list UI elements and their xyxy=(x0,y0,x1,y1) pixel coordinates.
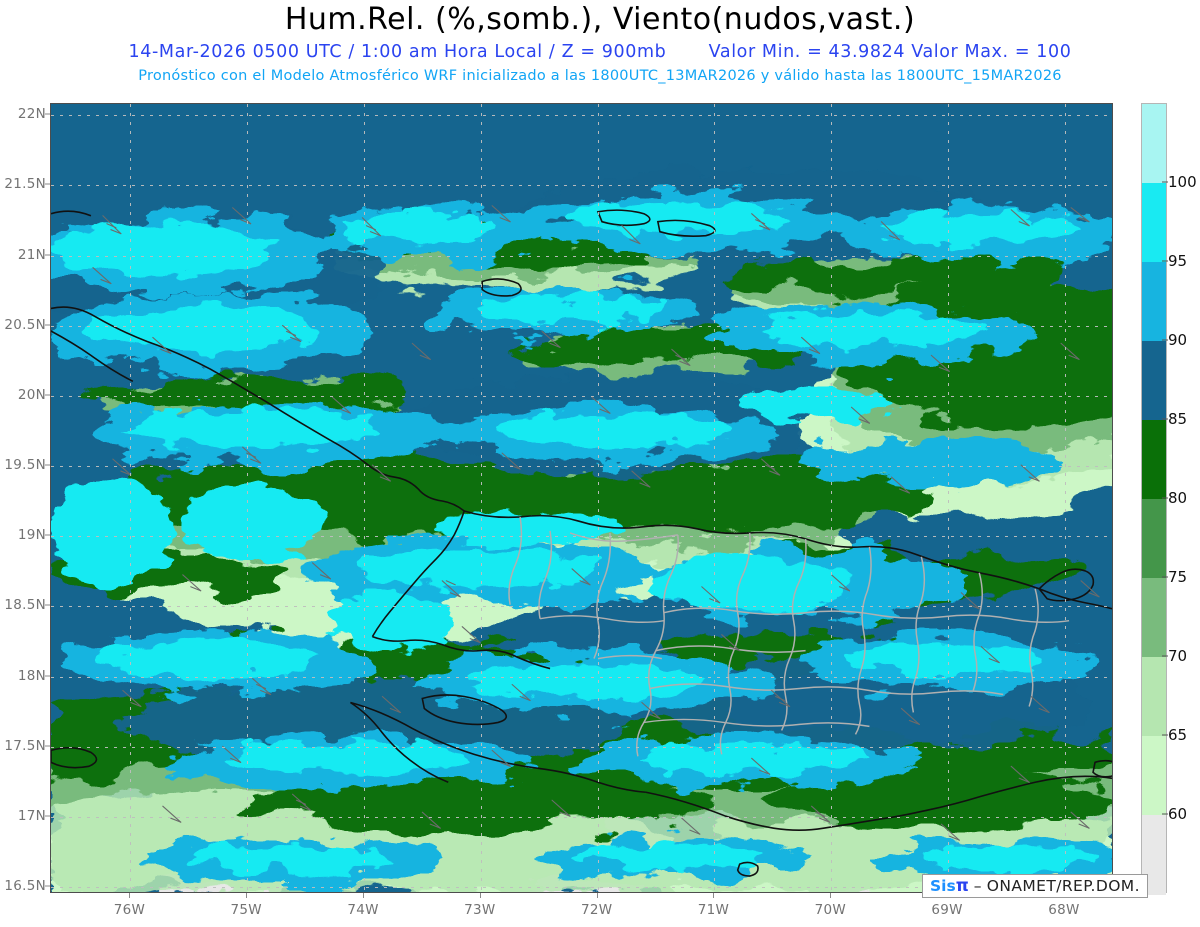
latitude-axis: 22N 21.5N 21N 20.5N 20N 19.5N 19N 18.5N 18N 17.5N… xyxy=(0,103,50,894)
colorbar-tick xyxy=(1162,339,1168,341)
humidity-colorbar[interactable] xyxy=(1141,103,1167,895)
colorbar-tick xyxy=(1162,813,1168,815)
colorbar-tick xyxy=(1162,576,1168,578)
colorbar-band xyxy=(1142,262,1166,342)
colorbar-band xyxy=(1142,341,1166,421)
latitude-tick xyxy=(45,885,50,887)
latitude-label: 21N xyxy=(17,246,46,263)
colorbar-band xyxy=(1142,104,1166,184)
latitude-label: 20N xyxy=(17,386,46,403)
latitude-tick xyxy=(45,183,50,185)
colorbar-tick-label: 95 xyxy=(1168,252,1188,270)
longitude-tick xyxy=(129,893,131,898)
humidity-contour-field xyxy=(51,104,1112,892)
colorbar-tick xyxy=(1162,418,1168,420)
latitude-tick xyxy=(45,464,50,466)
logo-sis-text: Sis xyxy=(930,877,956,895)
longitude-label: 75W xyxy=(230,902,262,918)
colorbar-tick-label: 100 xyxy=(1168,173,1197,191)
colorbar-tick xyxy=(1162,734,1168,736)
colorbar-tick xyxy=(1162,181,1168,183)
latitude-label: 19N xyxy=(17,527,46,544)
longitude-label: 71W xyxy=(697,902,730,918)
latitude-label: 17N xyxy=(17,807,46,824)
longitude-label: 69W xyxy=(931,902,963,918)
longitude-axis: 76W 75W 74W 73W 72W 71W 70W 69W 68W xyxy=(50,893,1113,926)
longitude-tick xyxy=(830,893,832,898)
latitude-tick xyxy=(45,113,50,115)
colorbar-tick xyxy=(1162,655,1168,657)
province-boundary-layer xyxy=(508,516,1070,757)
forecast-metadata-line: 14-Mar-2026 0500 UTC / 1:00 am Hora Loca… xyxy=(0,42,1200,62)
latitude-label: 18.5N xyxy=(4,597,46,614)
latitude-tick xyxy=(45,675,50,676)
longitude-label: 73W xyxy=(464,902,496,918)
colorbar-tick-label: 80 xyxy=(1168,489,1188,507)
latitude-label: 19.5N xyxy=(4,457,46,474)
page-title: Hum.Rel. (%,somb.), Viento(nudos,vast.) xyxy=(284,2,916,37)
value-range-text: Valor Min. = 43.9824 Valor Max. = 100 xyxy=(708,42,1072,62)
colorbar-tick-label: 60 xyxy=(1168,805,1188,823)
latitude-tick xyxy=(45,324,50,326)
attribution-logo: Sisπ – ONAMET/REP.DOM. xyxy=(922,874,1148,899)
longitude-label: 76W xyxy=(113,902,146,918)
longitude-label: 70W xyxy=(814,902,847,918)
coastline-layer xyxy=(51,209,1112,877)
longitude-tick xyxy=(363,893,365,898)
latitude-tick xyxy=(45,815,50,817)
colorbar-band xyxy=(1142,657,1166,737)
longitude-tick xyxy=(246,893,248,898)
colorbar-tick-label: 65 xyxy=(1168,726,1188,744)
latitude-tick xyxy=(45,745,50,747)
colorbar-tick-label: 75 xyxy=(1168,568,1188,586)
latitude-tick xyxy=(45,254,50,256)
latitude-label: 16.5N xyxy=(4,877,46,894)
colorbar-tick-label: 70 xyxy=(1168,647,1188,665)
latitude-label: 17.5N xyxy=(4,737,46,754)
logo-pi-glyph: π xyxy=(955,876,969,895)
colorbar-tick xyxy=(1162,260,1168,262)
longitude-tick xyxy=(596,893,598,898)
colorbar-band xyxy=(1142,499,1166,579)
longitude-label: 68W xyxy=(1048,902,1080,918)
colorbar-band xyxy=(1142,578,1166,658)
colorbar-tick-label: 90 xyxy=(1168,331,1188,349)
colorbar-band xyxy=(1142,183,1166,263)
map-plot-area[interactable] xyxy=(50,103,1113,893)
colorbar-band xyxy=(1142,420,1166,500)
logo-org-text: ONAMET/REP.DOM. xyxy=(986,877,1140,895)
colorbar-tick-label: 85 xyxy=(1168,410,1188,428)
latitude-label: 22N xyxy=(17,106,46,123)
latitude-tick xyxy=(45,604,50,606)
model-description-line: Pronóstico con el Modelo Atmosférico WRF… xyxy=(138,68,1062,84)
latitude-label: 21.5N xyxy=(4,176,46,193)
latitude-label: 20.5N xyxy=(4,316,46,333)
logo-separator: – xyxy=(973,877,982,895)
longitude-label: 72W xyxy=(580,902,613,918)
longitude-label: 74W xyxy=(347,902,379,918)
colorbar-tick-labels: 100 95 90 85 80 75 70 65 60 xyxy=(1162,103,1200,893)
colorbar-band xyxy=(1142,736,1166,816)
latitude-tick xyxy=(45,534,50,536)
longitude-tick xyxy=(479,893,481,898)
colorbar-tick xyxy=(1162,497,1168,499)
valid-time-text: 14-Mar-2026 0500 UTC / 1:00 am Hora Loca… xyxy=(128,42,667,62)
latitude-tick xyxy=(45,394,50,396)
latitude-label: 18N xyxy=(17,667,46,684)
longitude-tick xyxy=(713,893,715,898)
wind-barb-layer xyxy=(92,205,1100,841)
